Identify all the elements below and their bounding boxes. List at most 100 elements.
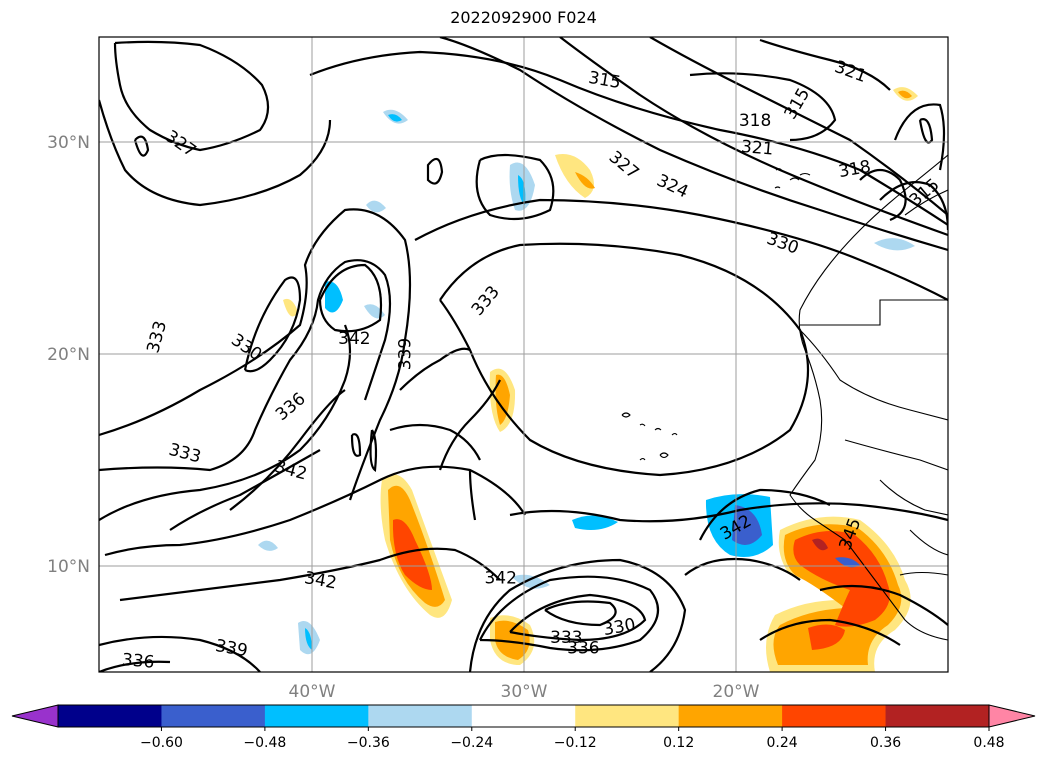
colorbar-tick-label: 0.48 bbox=[973, 735, 1004, 751]
contour-line bbox=[468, 469, 477, 521]
contour-line bbox=[509, 502, 948, 523]
map-title: 2022092900 F024 bbox=[450, 8, 597, 27]
colorbar-segment bbox=[575, 705, 680, 727]
colorbar-tick-label: 0.12 bbox=[663, 735, 694, 751]
contour-line bbox=[893, 103, 946, 171]
colorbar-segment bbox=[885, 705, 990, 727]
contour-label: 318 bbox=[837, 157, 872, 182]
contour-line bbox=[414, 198, 948, 301]
shade-patch bbox=[572, 515, 618, 530]
contour-label: 315 bbox=[587, 68, 622, 93]
gridlines bbox=[99, 37, 948, 672]
latitude-label: 30°N bbox=[47, 133, 90, 153]
contour-line bbox=[438, 379, 501, 471]
contour-label: 333 bbox=[468, 282, 504, 320]
latitude-label: 10°N bbox=[47, 557, 90, 577]
shade-patch bbox=[898, 90, 912, 99]
contour-line bbox=[133, 135, 150, 157]
contour-line bbox=[99, 208, 412, 501]
shade-patch bbox=[793, 531, 890, 627]
shade-patch bbox=[555, 154, 594, 198]
contour-line bbox=[759, 618, 901, 646]
contour-label: 336 bbox=[567, 639, 599, 659]
contour-line bbox=[119, 547, 501, 602]
colorbar-segment bbox=[264, 705, 369, 727]
contour-line bbox=[243, 276, 302, 373]
colorbar: −0.60 −0.48 −0.36 −0.24 −0.12 0.12 0.24 0.36 0.4… bbox=[11, 704, 1036, 751]
contour-line bbox=[689, 72, 837, 142]
contour-line bbox=[879, 181, 948, 231]
shade-patch bbox=[392, 519, 432, 590]
coastline bbox=[774, 168, 811, 189]
contour-label: 315 bbox=[781, 85, 815, 123]
shade-patch bbox=[808, 624, 845, 650]
contour-label: 339 bbox=[395, 338, 415, 370]
colorbar-tick-label: −0.36 bbox=[347, 735, 390, 751]
colorbar-segment bbox=[678, 705, 783, 727]
shade-patch bbox=[835, 557, 860, 568]
contour-line bbox=[369, 429, 378, 473]
colorbar-extend-low bbox=[11, 704, 59, 728]
contour-line bbox=[99, 635, 261, 672]
contour-label: 330 bbox=[764, 229, 801, 259]
contour-label: 333 bbox=[143, 319, 171, 356]
contour-line bbox=[699, 488, 831, 541]
colorbar-tick-label: −0.12 bbox=[554, 735, 597, 751]
shade-patch bbox=[495, 620, 530, 660]
contour-line bbox=[426, 157, 444, 185]
contour-line bbox=[350, 433, 362, 457]
shade-patch bbox=[388, 114, 402, 122]
contour-line bbox=[479, 575, 660, 652]
colorbar-outline bbox=[57, 704, 990, 728]
contour-line bbox=[759, 38, 891, 91]
contour-label: 342 bbox=[303, 568, 338, 593]
contour-line bbox=[399, 347, 471, 391]
contour-label: 342 bbox=[273, 457, 310, 485]
contour-label: 327 bbox=[162, 127, 200, 162]
shade-patch bbox=[874, 238, 915, 251]
shade-patch bbox=[305, 628, 312, 650]
colorbar-segment bbox=[368, 705, 473, 727]
contour-label: 324 bbox=[653, 171, 691, 203]
contour-label: 342 bbox=[484, 569, 516, 589]
colorbar-segment bbox=[782, 705, 887, 727]
contour-line bbox=[169, 449, 321, 531]
colorbar-extend-high bbox=[988, 704, 1036, 728]
coastline bbox=[789, 154, 948, 641]
contour-line bbox=[544, 600, 617, 627]
shade-patch bbox=[575, 172, 595, 189]
contour-line bbox=[318, 263, 383, 333]
contour-line bbox=[309, 50, 948, 226]
contour-label: 321 bbox=[832, 57, 869, 87]
contour-line bbox=[113, 40, 270, 152]
coastline bbox=[621, 412, 678, 461]
contour-line bbox=[439, 242, 810, 477]
contour-line bbox=[859, 168, 907, 222]
latitude-label: 20°N bbox=[47, 345, 90, 365]
contour-line bbox=[819, 584, 948, 626]
shade-patch bbox=[258, 540, 278, 551]
shade-patch bbox=[812, 538, 828, 551]
longitude-label: 30°W bbox=[501, 682, 548, 702]
contour-label: 327 bbox=[605, 147, 643, 183]
longitude-label: 40°W bbox=[289, 682, 336, 702]
shaded-field bbox=[258, 87, 918, 672]
contour-line bbox=[918, 118, 934, 144]
contour-line bbox=[559, 37, 948, 237]
contour-label: 342 bbox=[338, 329, 370, 349]
colorbar-segment bbox=[58, 705, 162, 727]
longitude-label: 20°W bbox=[713, 682, 760, 702]
contour-label: 318 bbox=[739, 111, 771, 131]
contour-line bbox=[99, 324, 352, 521]
shade-patch bbox=[732, 505, 762, 545]
contour-label: 321 bbox=[740, 137, 774, 160]
colorbar-segment bbox=[471, 705, 576, 727]
contour-line bbox=[439, 37, 948, 252]
colorbar-tick-label: 0.36 bbox=[870, 735, 901, 751]
shade-patch bbox=[366, 200, 386, 213]
colorbar-segment bbox=[161, 705, 266, 727]
coastlines bbox=[621, 154, 948, 641]
colorbar-tick-label: −0.60 bbox=[140, 735, 183, 751]
coastline bbox=[799, 189, 948, 576]
